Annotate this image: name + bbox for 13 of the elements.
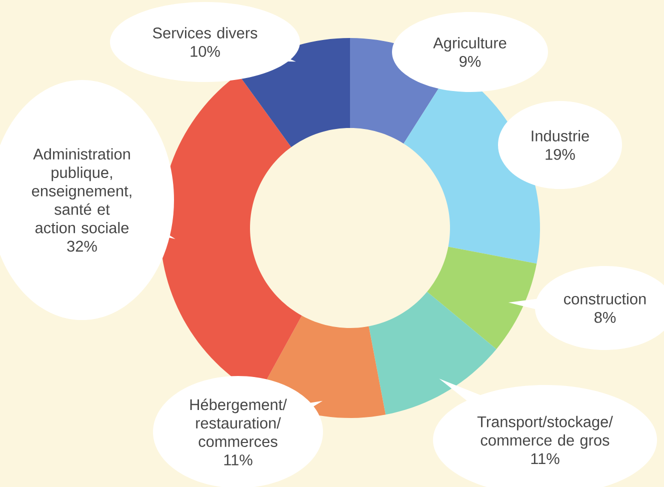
- data-label: 11%: [531, 453, 560, 464]
- data-label: 8%: [594, 312, 616, 323]
- slice-label: Services divers: [152, 27, 258, 38]
- slice-label: Agriculture: [433, 37, 506, 52]
- slice-label: Administration publique, enseignement, santé et action sociale: [32, 148, 132, 234]
- data-label: 10%: [190, 46, 220, 57]
- slice-label: construction: [564, 293, 646, 304]
- data-label: 32%: [67, 240, 97, 252]
- slice-label: Hébergement/ restauration/ commerces: [190, 398, 287, 448]
- slice-label: Industrie: [532, 130, 589, 142]
- data-label: 19%: [546, 148, 575, 160]
- data-label: 9%: [460, 56, 481, 67]
- data-label: 11%: [224, 454, 252, 466]
